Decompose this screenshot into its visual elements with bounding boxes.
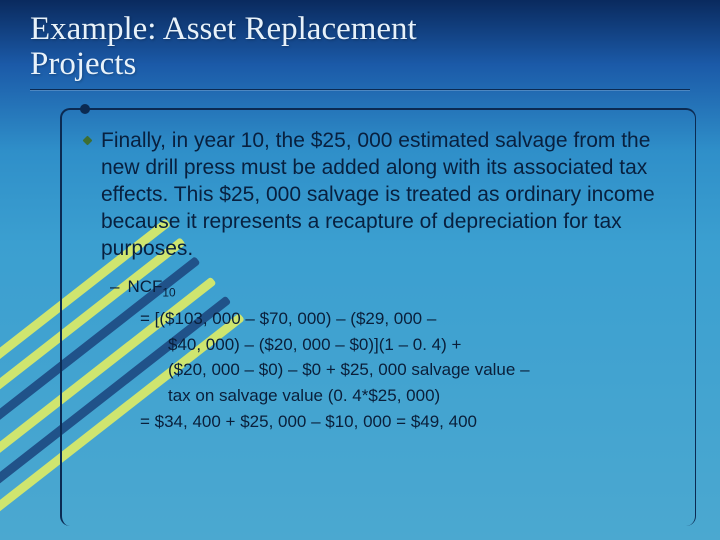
ncf-label: NCF10 — [127, 276, 175, 300]
content-frame: Finally, in year 10, the $25, 000 estima… — [60, 108, 696, 526]
bullet-icon — [83, 136, 93, 146]
ncf-subscript: 10 — [162, 286, 175, 300]
formula-line-1: = [($103, 000 – $70, 000) – ($29, 000 – — [140, 307, 681, 331]
title-line-1: Example: Asset Replacement — [30, 12, 720, 47]
ncf-prefix: NCF — [127, 277, 162, 296]
sub-bullet: – NCF10 = [($103, 000 – $70, 000) – ($29… — [110, 276, 681, 433]
main-bullet: Finally, in year 10, the $25, 000 estima… — [84, 128, 681, 262]
frame-tab-dot — [80, 104, 90, 114]
formula-line-3: ($20, 000 – $0) – $0 + $25, 000 salvage … — [140, 358, 681, 382]
title-line-2: Projects — [30, 47, 720, 82]
formula-line-4: tax on salvage value (0. 4*$25, 000) — [140, 384, 681, 408]
formula-block: = [($103, 000 – $70, 000) – ($29, 000 – … — [140, 307, 681, 434]
formula-line-2: $40, 000) – ($20, 000 – $0)](1 – 0. 4) + — [140, 333, 681, 357]
dash-icon: – — [110, 276, 119, 299]
title-underline — [30, 89, 690, 91]
bullet-text: Finally, in year 10, the $25, 000 estima… — [101, 128, 681, 262]
formula-line-5: = $34, 400 + $25, 000 – $10, 000 = $49, … — [140, 410, 681, 434]
slide-title: Example: Asset Replacement Projects — [0, 0, 720, 85]
